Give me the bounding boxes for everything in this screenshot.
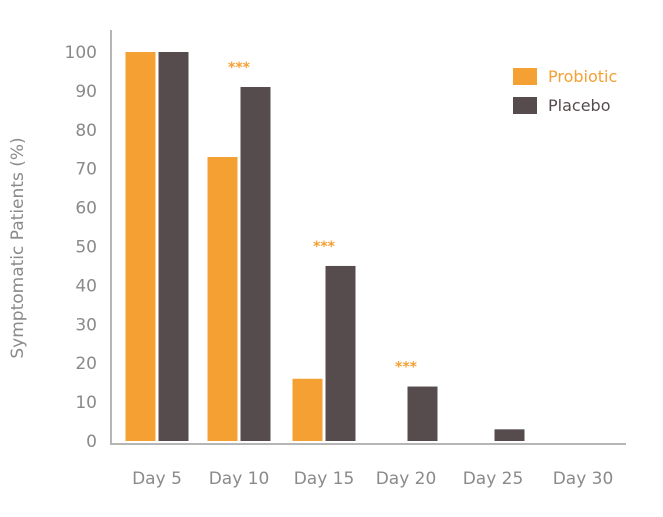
significance-annotation: *** <box>313 239 336 255</box>
legend: Probiotic Placebo <box>513 67 617 115</box>
y-tick-label: 80 <box>75 121 97 141</box>
y-tick-label: 30 <box>75 315 97 335</box>
bar-probiotic-day-15 <box>292 378 323 441</box>
bar-placebo-day-15 <box>325 265 356 441</box>
y-tick-label: 40 <box>75 276 97 296</box>
x-tick-label: Day 10 <box>209 469 270 489</box>
y-tick-label: 0 <box>86 432 97 452</box>
x-tick-label: Day 30 <box>553 469 614 489</box>
bar-placebo-day-10 <box>240 87 271 441</box>
x-tick-label: Day 5 <box>132 469 182 489</box>
bar-probiotic-day-5 <box>125 52 156 441</box>
y-tick-label: 50 <box>75 238 97 258</box>
bar-placebo-day-25 <box>494 429 525 441</box>
y-tick-label: 20 <box>75 354 97 374</box>
significance-annotation: *** <box>228 60 251 76</box>
bar-placebo-day-5 <box>158 52 189 441</box>
legend-label-placebo: Placebo <box>548 96 610 115</box>
x-tick-label: Day 15 <box>294 469 355 489</box>
y-axis-label: Symptomatic Patients (%) <box>8 137 28 358</box>
legend-label-probiotic: Probiotic <box>548 67 617 86</box>
y-tick-label: 70 <box>75 160 97 180</box>
y-tick-label: 10 <box>75 393 97 413</box>
y-tick-label: 100 <box>65 43 97 63</box>
significance-annotation: *** <box>395 360 418 376</box>
legend-swatch-probiotic <box>513 68 537 85</box>
y-tick-label: 90 <box>75 82 97 102</box>
bar-placebo-day-20 <box>407 386 438 441</box>
legend-swatch-placebo <box>513 97 537 114</box>
x-tick-label: Day 20 <box>376 469 437 489</box>
y-tick-label: 60 <box>75 199 97 219</box>
bar-probiotic-day-10 <box>207 157 238 441</box>
x-tick-label: Day 25 <box>463 469 524 489</box>
